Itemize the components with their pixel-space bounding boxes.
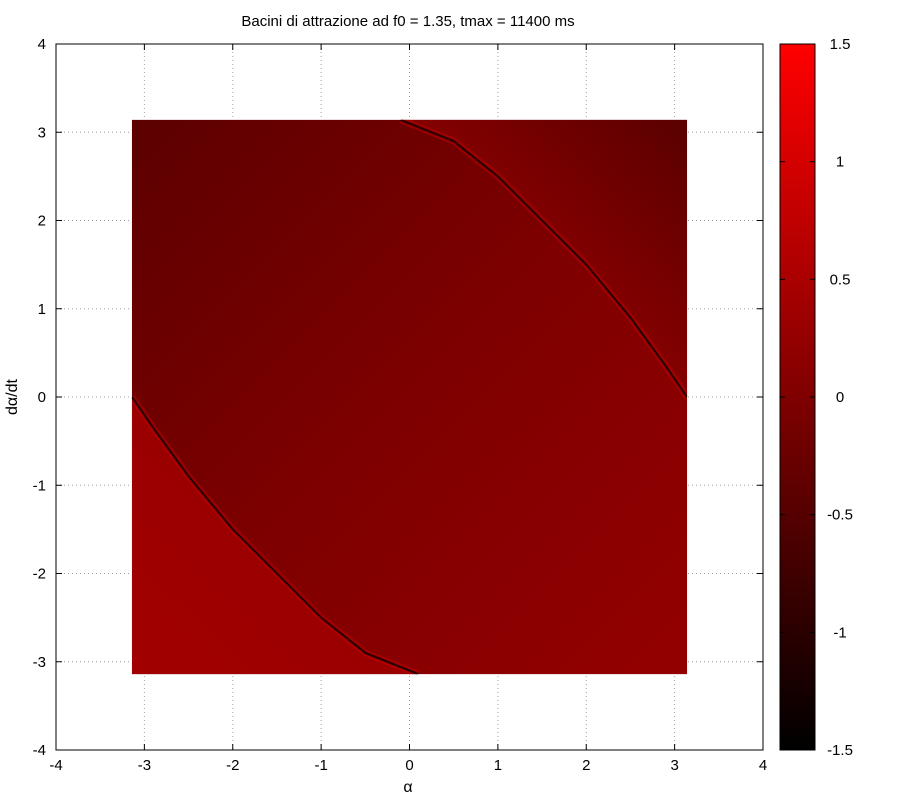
heatmap-field — [131, 119, 688, 675]
colorbar-tick-label: 1 — [836, 154, 844, 171]
colorbar-tick-label: -1.5 — [827, 742, 853, 759]
x-tick-label: 1 — [494, 757, 502, 774]
colorbar-tick-label: 0.5 — [830, 271, 851, 288]
x-tick-label: 2 — [582, 757, 590, 774]
lower-basin-boundary — [131, 396, 419, 675]
basin-lower-region — [132, 397, 419, 675]
y-tick-label: -4 — [33, 742, 46, 759]
x-tick-label: -2 — [226, 757, 239, 774]
x-tick-label: -3 — [138, 757, 151, 774]
x-tick-label: 3 — [670, 757, 678, 774]
colorbar-tick-label: 0 — [836, 389, 844, 406]
y-tick-label: -3 — [33, 654, 46, 671]
x-tick-label: 0 — [405, 757, 413, 774]
colorbar-gradient — [779, 43, 816, 751]
y-tick-label: -1 — [33, 477, 46, 494]
colorbar-tick-label: 1.5 — [830, 36, 851, 53]
y-axis-ticks: -4 -3 -2 -1 0 1 2 3 4 — [33, 36, 763, 759]
y-tick-label: 3 — [38, 124, 46, 141]
colorbar: 1.5 1 0.5 0 -0.5 -1 -1.5 — [779, 36, 853, 759]
y-tick-label: 4 — [38, 36, 46, 53]
x-tick-label: -1 — [314, 757, 327, 774]
colorbar-tick-label: -0.5 — [827, 507, 853, 524]
x-tick-label: -4 — [49, 757, 62, 774]
chart-title: Bacini di attrazione ad f0 = 1.35, tmax … — [241, 13, 574, 30]
basin-upper-region — [400, 119, 687, 398]
y-tick-label: 1 — [38, 301, 46, 318]
x-axis-ticks: -4 -3 -2 -1 0 1 2 3 4 — [49, 44, 767, 774]
y-tick-label: 2 — [38, 213, 46, 230]
y-tick-label: -2 — [33, 566, 46, 583]
colorbar-tick-label: -1 — [833, 624, 846, 641]
colorbar-ticks: 1.5 1 0.5 0 -0.5 -1 -1.5 — [780, 36, 853, 759]
y-tick-label: 0 — [38, 389, 46, 406]
upper-basin-boundary — [400, 119, 688, 398]
x-tick-label: 4 — [759, 757, 767, 774]
heatmap-clip — [131, 119, 688, 675]
y-axis-label: dα/dt — [4, 378, 21, 414]
x-axis-label: α — [403, 779, 412, 796]
